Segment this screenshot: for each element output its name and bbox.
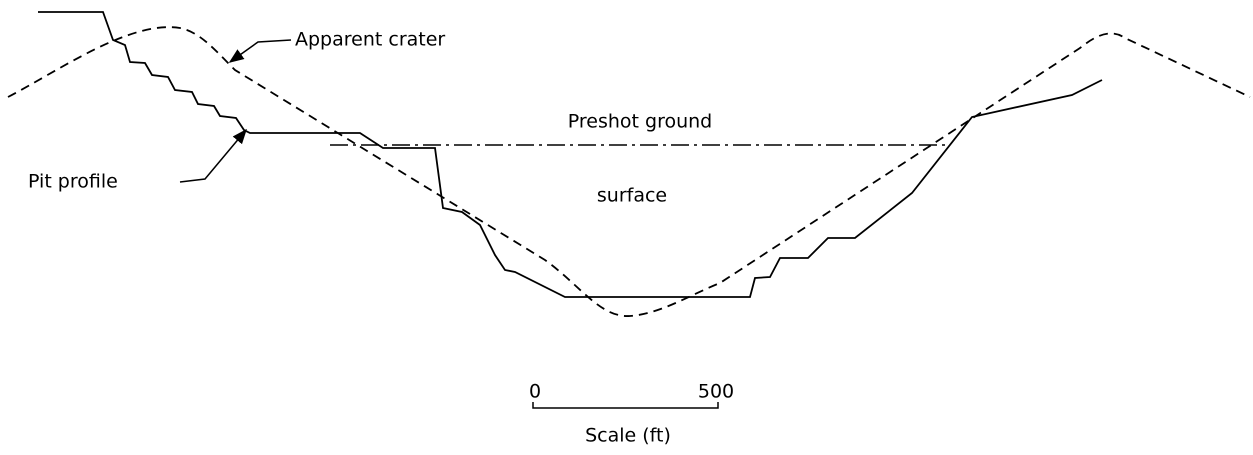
preshot-label: Preshot ground	[568, 111, 713, 133]
pit-profile-label: Pit profile	[28, 171, 118, 193]
apparent-crater-curve	[7, 26, 1251, 317]
apparent-crater-leader	[228, 39, 292, 63]
scale-end: 500	[698, 381, 734, 403]
apparent-crater-label: Apparent crater	[295, 29, 445, 51]
scale-start: 0	[529, 381, 541, 403]
scale-bar	[532, 402, 719, 409]
pit-profile-leader	[179, 128, 247, 183]
pit-profile-curve	[38, 11, 1103, 298]
preshot-label: surface	[597, 185, 667, 207]
scale-caption: Scale (ft)	[585, 425, 671, 447]
